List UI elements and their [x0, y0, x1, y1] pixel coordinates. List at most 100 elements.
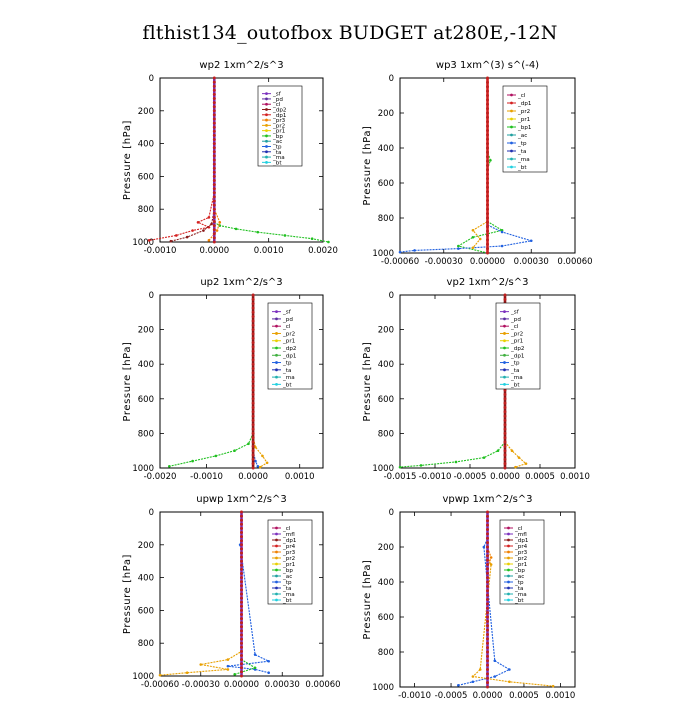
legend-label: _bt [282, 598, 292, 604]
data-point [212, 174, 216, 178]
legend-marker [507, 538, 510, 542]
data-point [240, 613, 243, 616]
legend-marker [265, 92, 268, 96]
legend-label: _ta [517, 149, 526, 155]
data-point [202, 229, 205, 232]
legend-label: _pr2 [517, 109, 530, 115]
y-tick-label: 400 [138, 360, 154, 370]
plot-frame [159, 294, 324, 469]
legend-marker [275, 550, 278, 554]
data-point [240, 600, 243, 604]
legend-marker [510, 109, 513, 113]
y-tick-label: 200 [138, 107, 154, 117]
legend-marker [510, 141, 513, 145]
data-point [251, 453, 255, 457]
data-point [486, 115, 489, 119]
data-point [486, 633, 489, 636]
chart-title: upwp 1xm^2/s^3 [196, 494, 286, 505]
chart-title: vp2 1xm^2/s^3 [447, 277, 529, 288]
data-point [486, 194, 489, 198]
legend-label: _ac [272, 139, 282, 145]
legend-marker [507, 544, 510, 548]
data-point [212, 125, 216, 129]
data-point [503, 405, 507, 409]
y-tick-label: 800 [138, 205, 154, 215]
y-tick-label: 200 [378, 326, 394, 336]
data-point [240, 604, 243, 608]
legend-label: _pr1 [272, 129, 286, 135]
x-tick-label: 0.00030 [514, 257, 549, 267]
data-point [486, 155, 489, 159]
data-point [185, 671, 189, 675]
legend-marker [275, 580, 278, 584]
legend-marker [510, 133, 513, 137]
data-point [471, 680, 475, 684]
series-line [149, 78, 215, 241]
data-point [419, 464, 423, 467]
y-tick-label: 0 [149, 291, 154, 301]
legend-label: _dp2 [272, 108, 286, 114]
data-point [240, 637, 243, 641]
data-point [251, 444, 255, 448]
data-point [251, 358, 255, 362]
y-tick-label: 400 [378, 360, 394, 370]
legend-marker [507, 562, 510, 566]
y-tick-label: 1000 [372, 249, 394, 259]
data-point [486, 177, 489, 181]
legend-marker [503, 346, 506, 350]
data-point [251, 462, 255, 466]
legend-label: _dp2 [510, 346, 524, 352]
data-point [240, 596, 243, 600]
series-line [234, 512, 257, 675]
data-point [233, 449, 236, 453]
chart-panel-6: vpwp 1xm^2/s^3 Pressure [hPa] 0 200 400 600 80… [362, 494, 576, 701]
data-point [310, 237, 314, 241]
legend-marker [265, 160, 268, 164]
legend-marker [507, 556, 510, 560]
data-point [283, 234, 287, 237]
x-tick-label: -0.0010 [398, 691, 431, 700]
chart-title: vpwp 1xm^2/s^3 [442, 494, 532, 505]
chart-panel-2: wp3 1xm^(3) s^(-4) Pressure [hPa] 0 200 400 6… [362, 60, 593, 267]
legend-label: _ta [514, 586, 523, 592]
chart-panel-5: upwp 1xm^2/s^3 Pressure [hPa] 0 200 400 600 80… [122, 494, 341, 690]
data-point [486, 98, 489, 102]
data-point [482, 456, 486, 459]
data-point [486, 650, 489, 654]
data-point [503, 457, 507, 461]
chart-title: up2 1xm^2/s^3 [200, 277, 282, 288]
data-point [212, 80, 216, 84]
data-point [240, 666, 243, 670]
data-point [212, 187, 216, 191]
x-tick-label: 0.0005 [525, 472, 555, 482]
legend-label: _pd [510, 317, 521, 323]
data-point [261, 454, 264, 458]
legend-label: _dp1 [510, 353, 525, 359]
legend-label: _tp [282, 361, 292, 367]
legend: _sf_pd_cl_pr2 _pr1_dp2_dp1 _tp_ta_ma_bt [267, 302, 313, 390]
data-point [486, 76, 489, 80]
legend-marker [265, 134, 268, 138]
y-tick-label: 0 [149, 74, 154, 84]
data-point [147, 239, 151, 242]
legend-label: _cl [517, 93, 526, 99]
data-point [191, 229, 194, 232]
data-point [486, 120, 489, 124]
data-point [212, 97, 216, 100]
data-point [251, 341, 255, 345]
data-point [503, 388, 507, 392]
legend-marker [275, 544, 278, 548]
legend-marker [275, 562, 278, 566]
data-point [486, 545, 489, 549]
series-line [399, 295, 506, 468]
x-tick-label: -0.00060 [381, 257, 419, 267]
y-axis-label: Pressure [hPa] [122, 554, 133, 634]
legend-label: _dp1 [282, 538, 297, 544]
legend-marker [265, 97, 268, 101]
data-point [240, 629, 243, 633]
legend: _cl _dp1 _pr2 _pr1 _bp1 _ac _tp _ta _ma _bt [502, 85, 548, 173]
data-point [251, 449, 255, 453]
y-tick-label: 600 [378, 179, 394, 189]
data-point [185, 235, 189, 239]
data-point [226, 664, 230, 668]
